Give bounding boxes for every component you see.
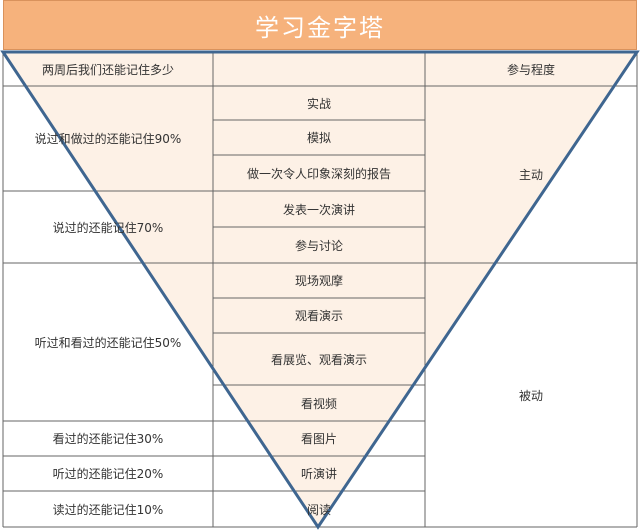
- participation-active: 主动: [518, 168, 543, 182]
- method-guanmo: 现场观摩: [294, 274, 343, 288]
- retention-50: 听过和看过的还能记住50%: [34, 335, 182, 350]
- method-moni: 模拟: [306, 131, 331, 145]
- method-tupian: 看图片: [300, 432, 337, 446]
- retention-70: 说过的还能记住70%: [52, 220, 164, 235]
- retention-10: 读过的还能记住10%: [52, 502, 164, 517]
- method-shipin: 看视频: [300, 396, 337, 411]
- method-zhanlan: 看展览、观看演示: [270, 352, 367, 367]
- header-participation: 参与程度: [506, 62, 555, 77]
- retention-90: 说过和做过的还能记住90%: [34, 132, 182, 146]
- method-yanshi: 观看演示: [294, 309, 343, 323]
- method-baogao: 做一次令人印象深刻的报告: [246, 166, 391, 181]
- method-shizhan: 实战: [306, 96, 331, 111]
- page-title: 学习金字塔: [3, 0, 637, 50]
- method-taolun: 参与讨论: [294, 238, 343, 253]
- retention-20: 听过的还能记住20%: [52, 467, 164, 481]
- header-method: [213, 52, 425, 86]
- retention-30: 看过的还能记住30%: [52, 432, 164, 446]
- method-yuedu: 阅读: [306, 502, 331, 517]
- method-tingjiang: 听演讲: [300, 467, 337, 481]
- method-yanjiang: 发表一次演讲: [282, 202, 355, 217]
- participation-passive: 被动: [518, 388, 543, 403]
- header-retention: 两周后我们还能记住多少: [41, 62, 174, 77]
